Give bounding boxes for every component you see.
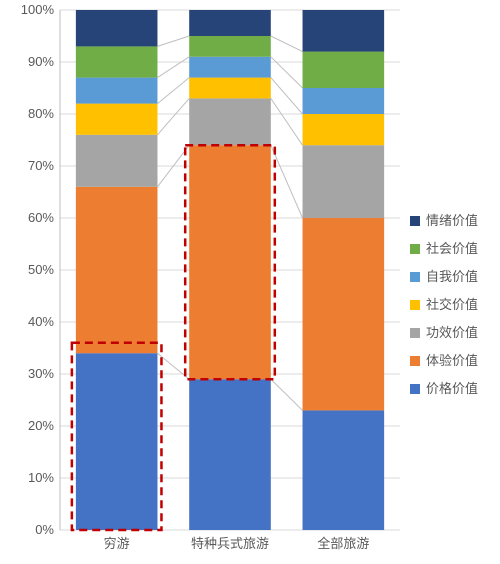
legend-swatch-self [410, 272, 420, 282]
y-tick-label: 30% [28, 366, 54, 381]
legend-swatch-emotion [410, 216, 420, 226]
bar-segment-emotion [76, 10, 158, 46]
bar-segment-price [76, 353, 158, 530]
bar-segment-effect [189, 98, 271, 145]
y-tick-label: 20% [28, 418, 54, 433]
x-category-label: 特种兵式旅游 [191, 536, 269, 551]
y-tick-label: 60% [28, 210, 54, 225]
bar-segment-self [303, 88, 385, 114]
bar-segment-price [303, 410, 385, 530]
y-tick-label: 40% [28, 314, 54, 329]
legend-label-society: 社会价值 [426, 241, 478, 256]
bar-segment-emotion [189, 10, 271, 36]
legend-swatch-society [410, 244, 420, 254]
legend-swatch-social [410, 300, 420, 310]
x-axis: 穷游 特种兵式旅游 全部旅游 [104, 536, 370, 551]
legend-label-experience: 体验价值 [426, 353, 478, 368]
y-tick-label: 100% [21, 2, 55, 17]
stacked-bar-chart: 0% 10% 20% 30% 40% 50% 60% 70% 80% 90% 100% 穷游 特种兵式旅… [0, 0, 500, 564]
bar-segment-self [189, 57, 271, 78]
x-category-label: 穷游 [104, 536, 130, 551]
legend-label-self: 自我价值 [426, 269, 478, 284]
legend-swatch-effect [410, 328, 420, 338]
bar-segment-society [76, 46, 158, 77]
legend-label-social: 社交价值 [426, 297, 478, 312]
bar-segment-effect [303, 145, 385, 218]
legend: 情绪价值社会价值自我价值社交价值功效价值体验价值价格价值 [410, 213, 478, 396]
y-tick-label: 50% [28, 262, 54, 277]
bar-segment-effect [76, 135, 158, 187]
bar-segment-emotion [303, 10, 385, 52]
legend-swatch-price [410, 384, 420, 394]
x-category-label: 全部旅游 [317, 536, 369, 551]
legend-label-price: 价格价值 [426, 381, 478, 396]
legend-swatch-experience [410, 356, 420, 366]
bar-segment-experience [303, 218, 385, 410]
y-tick-label: 70% [28, 158, 54, 173]
legend-label-emotion: 情绪价值 [426, 213, 478, 228]
bar-segment-experience [76, 187, 158, 353]
bar-segment-social [303, 114, 385, 145]
bar-segment-society [189, 36, 271, 57]
y-tick-label: 90% [28, 54, 54, 69]
bar-segment-experience [189, 145, 271, 379]
y-tick-label: 10% [28, 470, 54, 485]
bar-segment-social [76, 104, 158, 135]
y-tick-label: 80% [28, 106, 54, 121]
bar-segment-society [303, 52, 385, 88]
bars-group [76, 10, 384, 530]
bar-segment-self [76, 78, 158, 104]
bar-segment-social [189, 78, 271, 99]
legend-label-effect: 功效价值 [426, 325, 478, 340]
y-tick-label: 0% [35, 522, 54, 537]
bar-segment-price [189, 379, 271, 530]
